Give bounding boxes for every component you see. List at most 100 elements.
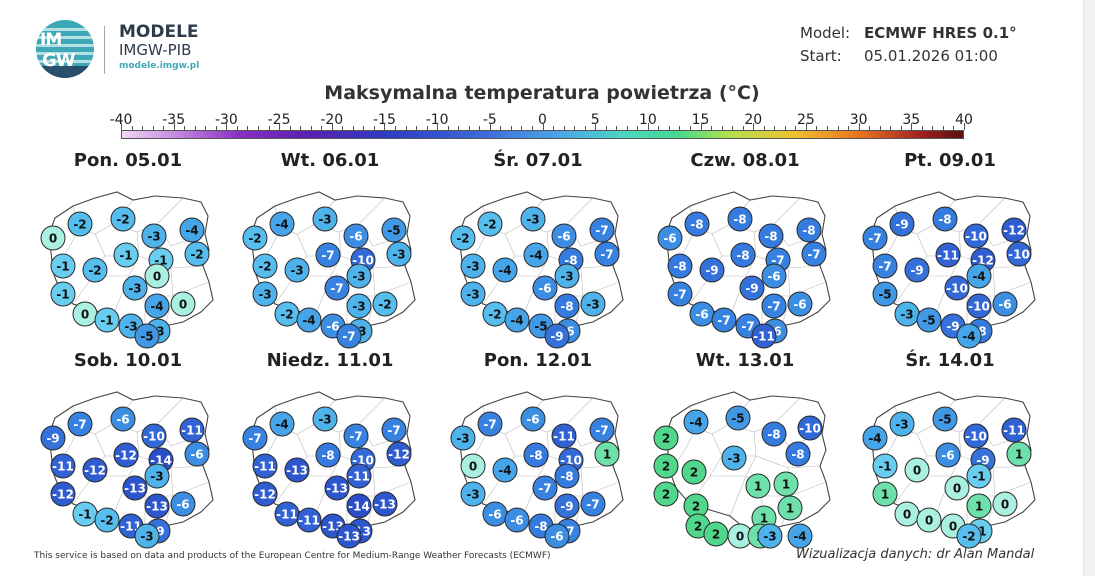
station-dot: [67, 411, 93, 437]
station-dot: [657, 225, 683, 251]
station-temperature: -6: [116, 413, 129, 427]
region-border: [522, 431, 550, 517]
logo-url: modele.imgw.pl: [119, 61, 200, 71]
station-dot: [144, 293, 170, 319]
station-dot: [963, 223, 989, 249]
station-dot: [67, 211, 93, 237]
scale-minor-tick: [553, 126, 555, 130]
scale-minor-tick: [921, 126, 923, 130]
station-dot: [460, 281, 486, 307]
station-dot: [944, 275, 970, 301]
station-temperature: -4: [962, 330, 975, 344]
forecast-panel: Śr. 14.01-4-3-5-10-11-10-6-9110-100010-1…: [855, 350, 1045, 549]
station-dot: [343, 223, 369, 249]
station-dot: [1006, 441, 1032, 467]
station-temperature: -13: [326, 482, 348, 496]
station-dot: [725, 405, 751, 431]
station-dot: [312, 406, 338, 432]
station-temperature: -6: [510, 514, 523, 528]
imgw-logo[interactable]: IM GW MODELE IMGW-PIB modele.imgw.pl: [36, 20, 236, 80]
station-dot: [796, 217, 822, 243]
scale-minor-tick: [816, 126, 818, 130]
station-temperature: -7: [807, 248, 820, 262]
scale-minor-tick: [753, 123, 755, 130]
station-temperature: 0: [953, 482, 961, 496]
poland-map: -3-7-6-11-70-4-8-101-3-7-8-6-6-8-9-7-7-6: [450, 391, 624, 549]
station-temperature: 0: [925, 514, 933, 528]
station-dot: [683, 409, 709, 435]
scale-minor-tick: [268, 126, 270, 130]
scale-tick-label: 40: [955, 112, 973, 128]
station-temperature: -2: [100, 514, 113, 528]
scale-minor-tick: [900, 126, 902, 130]
station-dot: [386, 441, 412, 467]
station-temperature: -10: [968, 300, 990, 314]
station-temperature: -2: [73, 218, 86, 232]
station-temperature: -4: [498, 264, 511, 278]
station-temperature: -3: [147, 230, 160, 244]
station-dot: [269, 211, 295, 237]
station-temperature: 1: [782, 478, 790, 492]
forecast-panel: Pt. 09.01 -7 -9 -8 -10 -12 -7 -9 -11 -12 -10 -5 -10-…: [855, 150, 1045, 349]
station-temperature: -4: [498, 464, 511, 478]
station-dot: [966, 263, 992, 289]
station-dot: [551, 223, 577, 249]
station-temperature: 0: [736, 530, 744, 544]
station-dot: [956, 523, 982, 549]
station-dot: [346, 493, 372, 519]
station-temperature: -4: [275, 418, 288, 432]
station-dot: [944, 475, 970, 501]
station-temperature: -11: [298, 514, 320, 528]
region-border: [934, 231, 962, 317]
station-dot: [787, 291, 813, 317]
station-temperature: -13: [146, 500, 168, 514]
station-temperature: -7: [387, 424, 400, 438]
scale-tick-label: 25: [797, 112, 815, 128]
station-temperature: 1: [760, 512, 768, 526]
station-temperature: -14: [348, 500, 370, 514]
country-outline: [665, 391, 831, 533]
station-dot: [346, 293, 372, 319]
panel-date-title: Wt. 13.01: [695, 350, 795, 371]
station-temperature: 1: [975, 500, 983, 514]
station-dot: [904, 257, 930, 283]
station-temperature: -3: [727, 452, 740, 466]
scale-minor-tick: [732, 126, 734, 130]
station-temperature: -8: [560, 300, 573, 314]
station-dot: [40, 425, 66, 451]
station-temperature: 1: [603, 448, 611, 462]
station-temperature: -9: [946, 320, 959, 334]
station-temperature: -2: [258, 260, 271, 274]
station-dot: [872, 281, 898, 307]
scale-minor-tick: [300, 126, 302, 130]
scale-minor-tick: [574, 126, 576, 130]
station-dot: [554, 463, 580, 489]
station-dot: [460, 481, 486, 507]
station-temperature: -8: [534, 520, 547, 534]
station-temperature: -3: [900, 308, 913, 322]
scale-minor-tick: [215, 126, 217, 130]
station-dot: [956, 323, 982, 349]
station-temperature: -7: [878, 260, 891, 274]
station-dot: [935, 242, 961, 268]
station-dot: [667, 253, 693, 279]
start-row: Start: 05.01.2026 01:00: [800, 47, 1017, 70]
scale-minor-tick: [742, 126, 744, 130]
station-temperature: -9: [46, 432, 59, 446]
scale-minor-tick: [468, 126, 470, 130]
start-label: Start:: [800, 47, 842, 65]
station-temperature: 2: [662, 432, 670, 446]
station-dot: [916, 307, 942, 333]
station-temperature: -11: [937, 249, 959, 263]
scale-minor-tick: [700, 123, 702, 130]
scale-minor-tick: [416, 126, 418, 130]
station-temperature: -3: [526, 213, 539, 227]
model-value: ECMWF HRES 0.1°: [864, 24, 1017, 42]
station-temperature: -3: [586, 298, 599, 312]
station-temperature: -1: [878, 460, 891, 474]
station-dot: [113, 242, 139, 268]
station-dot: [1001, 217, 1027, 243]
page-scrollbar[interactable]: [1083, 0, 1095, 576]
